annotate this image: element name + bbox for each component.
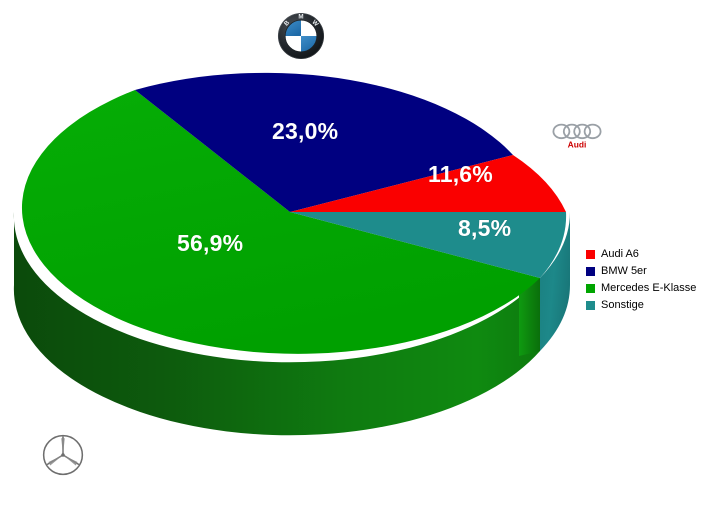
legend-swatch-audi-a6 [586, 249, 595, 259]
audi-wordmark: Audi [568, 139, 587, 149]
slice-audi-top [290, 155, 566, 212]
slice-sonstige-side [540, 212, 570, 351]
legend-item-bmw-5er[interactable]: BMW 5er [586, 263, 702, 279]
legend-label-sonstige: Sonstige [601, 299, 644, 311]
legend-label-bmw-5er: BMW 5er [601, 265, 647, 277]
legend-swatch-bmw-5er [586, 266, 595, 276]
slice-mercedes-top [21, 90, 540, 354]
legend-swatch-mercedes-e-klasse [586, 283, 595, 293]
slice-bmw-top [135, 72, 513, 212]
legend-item-sonstige[interactable]: Sonstige [586, 297, 702, 313]
slice-mercedes-side [13, 212, 540, 436]
slice-label-mercedes: 56,9% [177, 230, 244, 256]
svg-text:B: B [283, 19, 292, 27]
bmw-logo-icon: B M W [277, 12, 325, 60]
legend-label-mercedes-e-klasse: Mercedes E-Klasse [601, 282, 697, 294]
slice-sonstige-top [290, 212, 567, 278]
legend-label-audi-a6: Audi A6 [601, 248, 639, 260]
legend-item-audi-a6[interactable]: Audi A6 [586, 246, 702, 262]
slice-label-sonstige: 8,5% [458, 215, 512, 241]
svg-text:W: W [310, 19, 319, 28]
chart-legend: Audi A6 BMW 5er Mercedes E-Klasse Sonsti… [586, 246, 702, 314]
legend-swatch-sonstige [586, 300, 595, 310]
audi-logo-icon: Audi [552, 123, 602, 149]
mercedes-logo-icon [42, 434, 84, 476]
legend-item-mercedes-e-klasse[interactable]: Mercedes E-Klasse [586, 280, 702, 296]
slice-mercedes-cut-wall [519, 278, 540, 356]
slice-label-audi: 11,6% [428, 161, 493, 187]
pie-3d-body [13, 72, 570, 436]
svg-text:M: M [298, 14, 303, 21]
slice-label-bmw: 23,0% [272, 118, 339, 144]
